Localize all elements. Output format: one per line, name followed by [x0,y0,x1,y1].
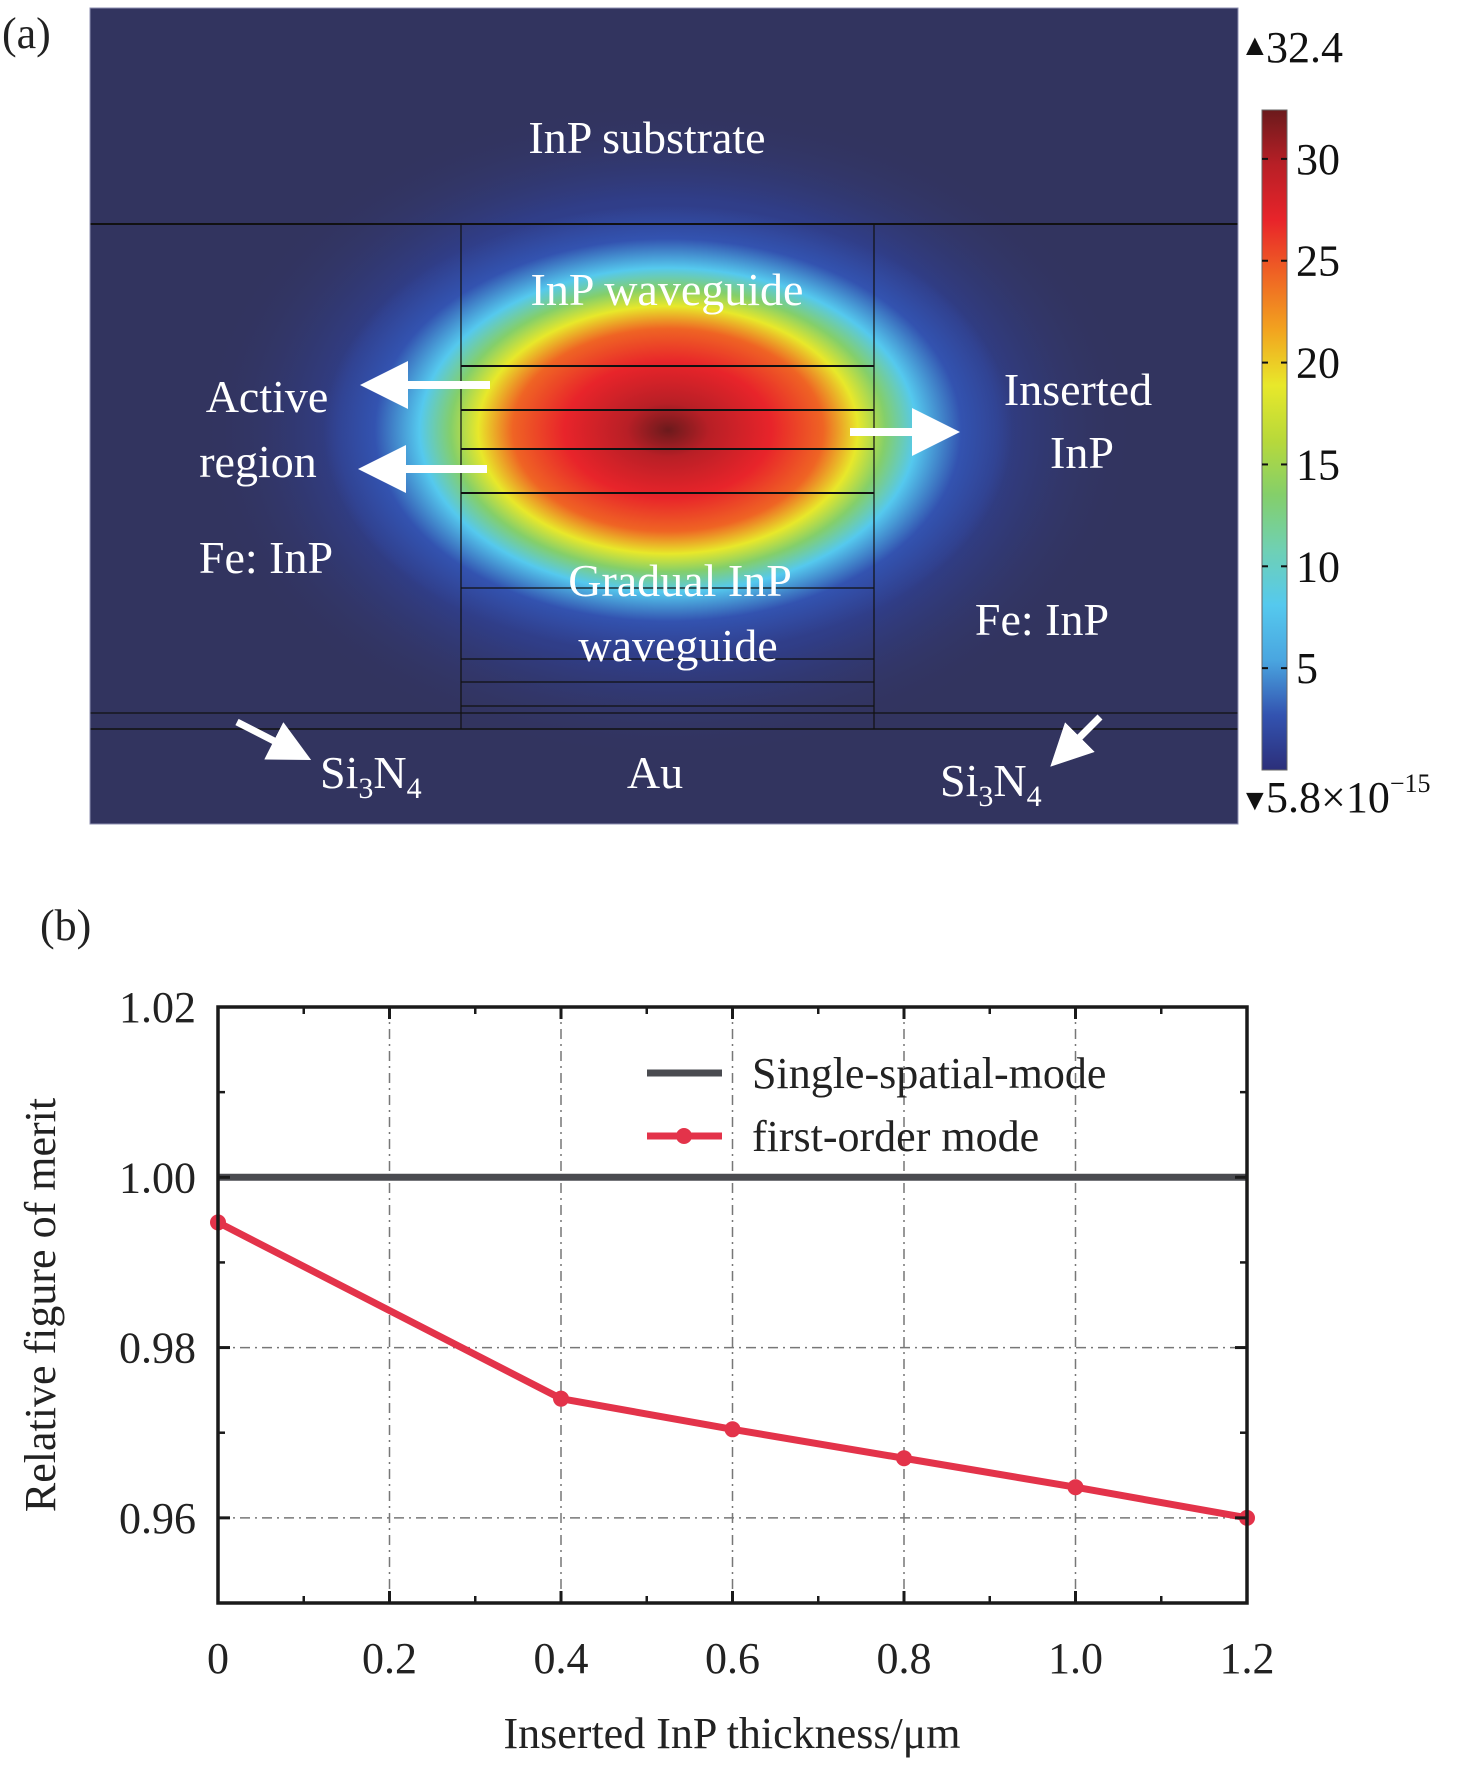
colorbar-min-marker-icon: ▼ [1240,784,1270,817]
label-si3n4-right: Si3N4 [940,755,1042,813]
x-tick-label: 0 [207,1634,229,1683]
series-line-first-order-mode [216,1219,1248,1522]
legend-label: Single-spatial-mode [752,1049,1106,1098]
data-point [896,1450,912,1467]
data-point [724,1421,741,1438]
label-active-1: Active [206,371,329,422]
label-gradual-1: Gradual InP [568,555,792,606]
label-inserted-2: InP [1050,427,1114,478]
y-tick-label: 1.00 [119,1153,196,1202]
y-axis-label: Relative figure of merit [16,1098,65,1512]
data-point [1239,1509,1255,1526]
colorbar-tick-label: 30 [1296,135,1340,184]
x-axis-label: Inserted InP thickness/μm [504,1709,961,1758]
arrow-si3n4-left-icon [235,718,312,760]
data-point [1067,1479,1084,1496]
legend: Single-spatial-mode first-order mode [647,1049,1106,1161]
label-fe-right: Fe: InP [975,594,1109,645]
panel-label-a: (a) [2,9,51,58]
label-si3n4-left: Si3N4 [320,747,422,805]
annotation-arrows [235,361,1103,767]
colorbar-tick-label: 15 [1296,440,1340,489]
plot-frame [216,1005,1249,1605]
data-point [210,1214,226,1231]
panel-label-b: (b) [40,901,91,950]
x-tick-label: 1.2 [1220,1634,1275,1683]
x-tick-label: 0.6 [705,1634,760,1683]
label-active-2: region [199,436,317,487]
data-point [553,1390,569,1407]
mode-field-panel: (a) In [2,7,1431,825]
colorbar-max-label: 32.4 [1266,23,1343,72]
legend-label: first-order mode [752,1112,1039,1161]
legend-marker [676,1128,692,1144]
y-tick-label: 0.96 [119,1494,196,1543]
colorbar-bar [1261,109,1288,771]
y-tick-label: 0.98 [119,1324,196,1373]
label-fe-left: Fe: InP [199,532,333,583]
label-inserted-1: Inserted [1004,364,1152,415]
colorbar-tick-label: 25 [1296,237,1340,286]
colorbar-tick-label: 20 [1296,339,1340,388]
colorbar-max-marker-icon: ▲ [1240,29,1270,62]
colorbar-ticks: 5 10 15 20 25 30 [1262,135,1340,693]
field-hotspot [323,205,1013,655]
label-waveguide: InP waveguide [531,264,804,315]
x-tick-label: 0.4 [534,1634,589,1683]
label-gold: Au [627,747,683,798]
axis-ticks: 0 0.2 0.4 0.6 0.8 1.0 1.2 0.96 0.98 1.00 1.02 [119,983,1275,1683]
series-layer [210,1173,1255,1526]
panel-border [89,7,1239,825]
colorbar-min-label: 5.8×10−15 [1266,769,1431,822]
layer-boundaries [90,223,1238,730]
y-tick-label: 1.02 [119,983,196,1032]
field-plot: InP substrate InP waveguide Active regio… [90,8,1238,824]
x-tick-label: 0.2 [362,1634,417,1683]
x-tick-label: 0.8 [877,1634,932,1683]
grid-lines [218,1007,1247,1603]
x-tick-label: 1.0 [1048,1634,1103,1683]
colorbar: 5 10 15 20 25 30 ▲ 32.4 ▼ 5.8×10−15 [1240,23,1431,822]
colorbar-tick-label: 10 [1296,542,1340,591]
colorbar-tick-label: 5 [1296,644,1318,693]
label-gradual-2: waveguide [578,620,777,671]
arrow-si3n4-right-icon [1050,714,1103,767]
label-substrate: InP substrate [528,112,765,163]
